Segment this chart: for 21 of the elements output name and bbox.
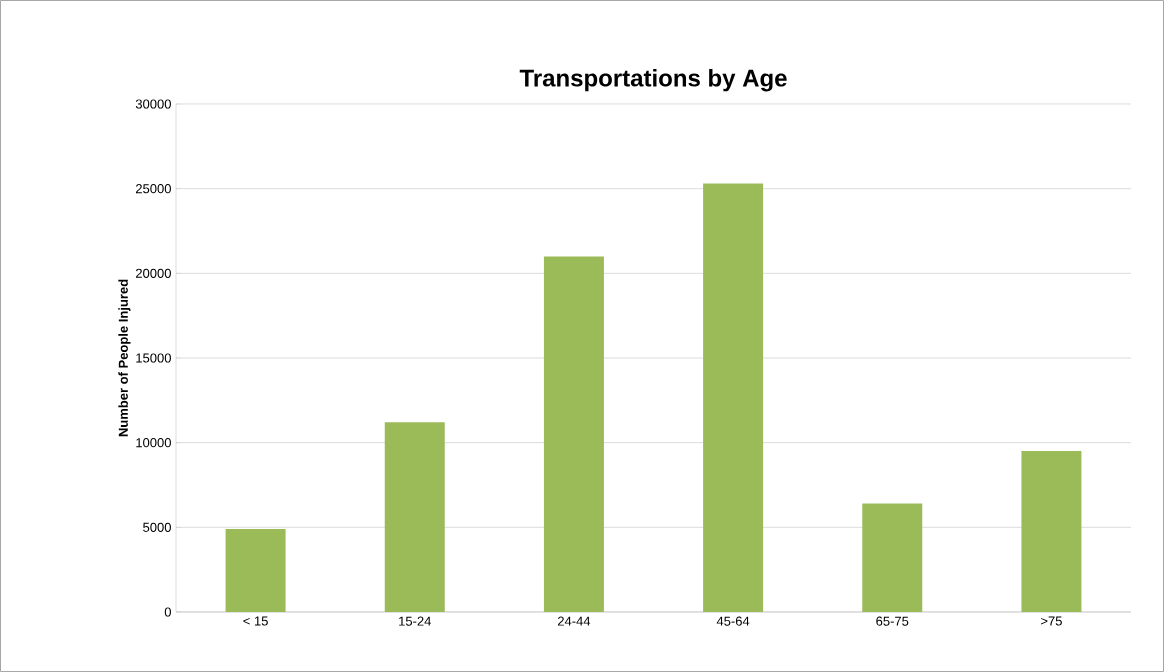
bar (862, 503, 923, 612)
bar (384, 422, 445, 612)
x-tick-label: < 15 (243, 616, 268, 626)
y-tick-label: 30000 (135, 99, 171, 109)
chart-title: Transportations by Age (519, 69, 787, 92)
x-tick-label: 45-64 (716, 616, 750, 626)
bar (225, 529, 286, 612)
x-tick-label: 15-24 (399, 616, 431, 626)
x-tick-label: >75 (1041, 616, 1062, 626)
y-tick-label: 10000 (136, 438, 171, 448)
y-tick-label: 5000 (143, 522, 171, 532)
y-tick-label: 20000 (135, 268, 171, 278)
bar (703, 183, 764, 612)
y-tick-label: 15000 (136, 353, 171, 363)
y-tick-label: 25000 (135, 184, 171, 194)
bar (1021, 451, 1082, 612)
x-tick-label: 24-44 (557, 616, 591, 626)
bar (543, 256, 604, 612)
y-tick-label: 0 (164, 607, 171, 617)
x-tick-label: 65-75 (876, 616, 909, 626)
y-axis-title: Number of People Injured (118, 279, 131, 437)
